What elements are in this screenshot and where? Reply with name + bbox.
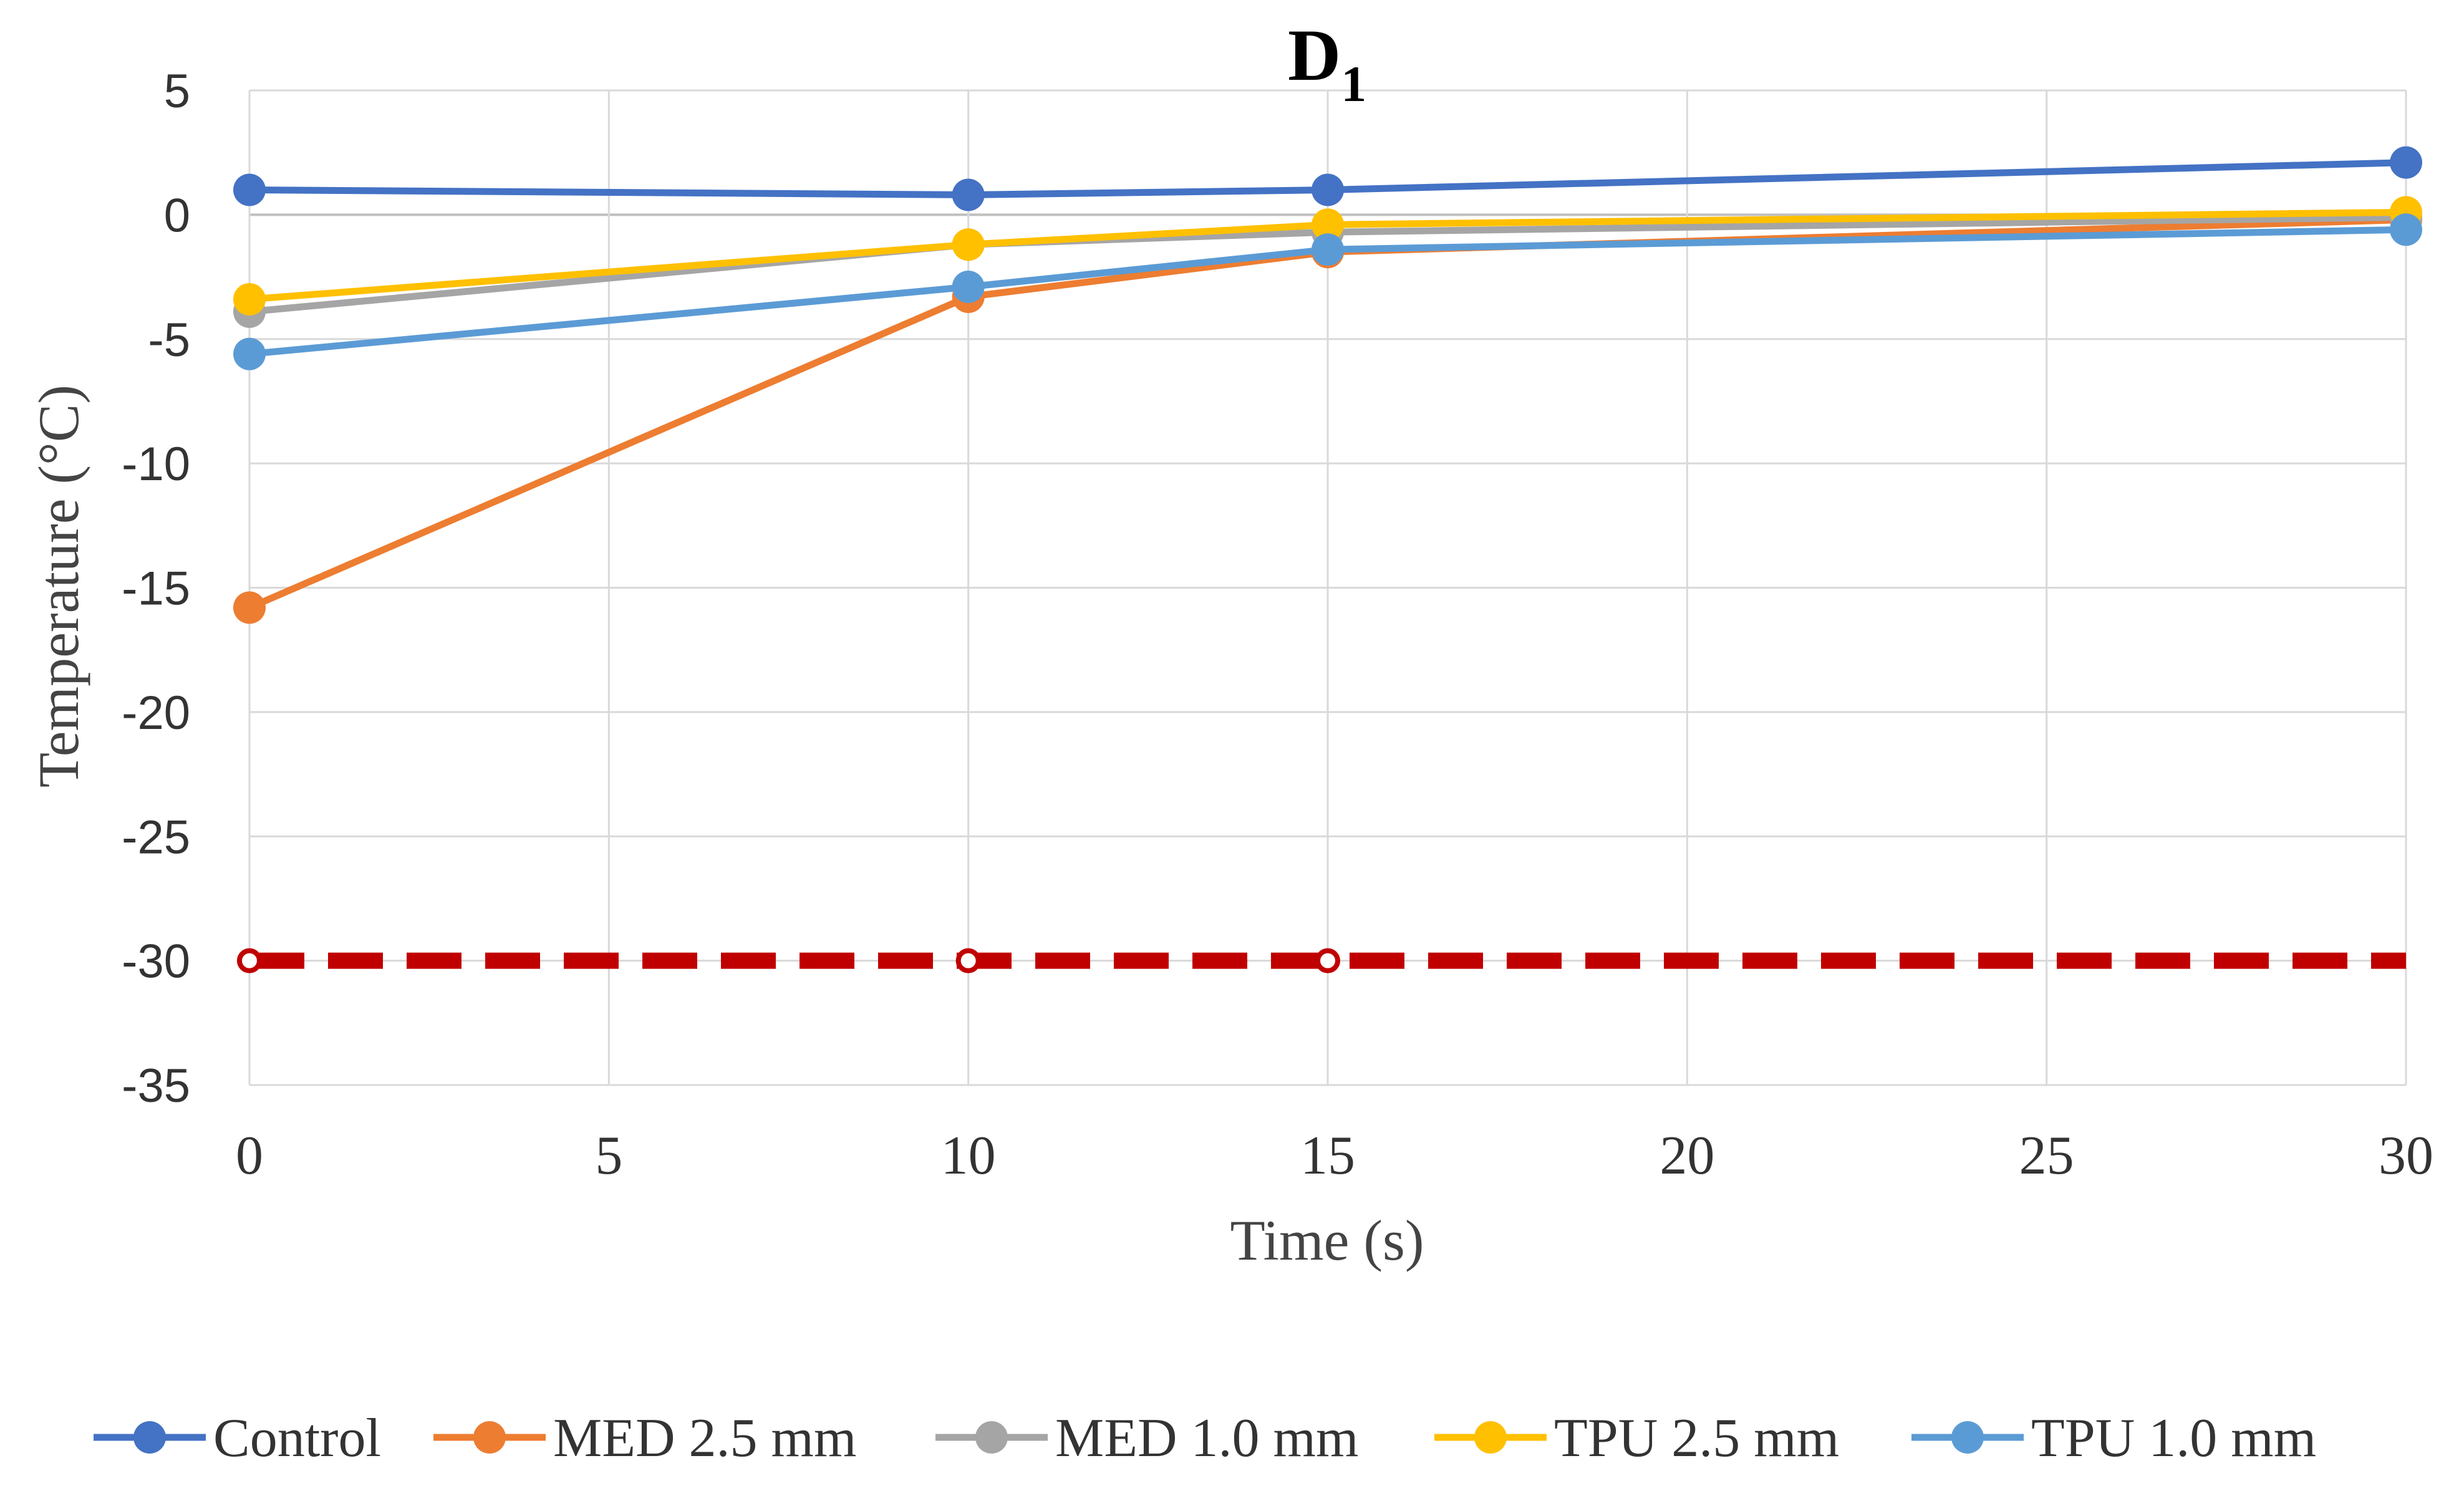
legend-label: Control — [213, 1408, 381, 1469]
reference-marker — [237, 948, 262, 973]
series-line — [249, 208, 2407, 303]
data-point — [952, 271, 985, 304]
series-line — [249, 213, 2407, 316]
x-tick-label: 25 — [2019, 1126, 2074, 1186]
reference-marker — [1315, 948, 1340, 973]
legend-label: TPU 1.0 mm — [2031, 1408, 2316, 1469]
data-point — [1312, 173, 1344, 206]
data-point — [233, 591, 266, 624]
reference-marker — [955, 948, 981, 973]
chart-title-main: D — [1288, 14, 1341, 96]
data-point — [2390, 213, 2422, 246]
legend-marker — [473, 1421, 506, 1454]
y-axis-title: Temperature (°C) — [27, 385, 90, 788]
data-point — [2390, 146, 2422, 179]
legend-item: MED 2.5 mm — [433, 1408, 856, 1469]
legend-label: MED 1.0 mm — [1055, 1408, 1358, 1469]
y-tick-label: -35 — [122, 1059, 190, 1112]
y-tick-label: -10 — [122, 438, 190, 491]
x-tick-label: 15 — [1300, 1126, 1355, 1186]
x-tick-label: 0 — [236, 1126, 263, 1186]
legend-item: TPU 2.5 mm — [1434, 1408, 1839, 1469]
y-tick-label: -30 — [122, 935, 190, 988]
series-group — [233, 146, 2422, 624]
legend-marker — [975, 1421, 1008, 1454]
y-tick-label: -20 — [122, 687, 190, 740]
data-point — [233, 173, 266, 206]
legend-item: TPU 1.0 mm — [1911, 1408, 2316, 1469]
x-tick-labels: 0 5 10 15 20 25 30 — [236, 1126, 2433, 1186]
data-point — [1312, 233, 1344, 266]
series-tpu-1-0-mm — [233, 213, 2422, 370]
x-tick-label: 5 — [595, 1126, 622, 1186]
y-tick-label: -15 — [122, 562, 190, 615]
legend-marker — [1951, 1421, 1984, 1454]
y-tick-label: -25 — [122, 811, 190, 864]
legend: Control MED 2.5 mm MED 1.0 mm TPU 2.5 mm TPU… — [94, 1408, 2316, 1469]
data-point — [952, 178, 985, 211]
chart-title-subscript: 1 — [1341, 55, 1366, 112]
series-line — [249, 226, 2407, 358]
chart-title: D1 — [1288, 14, 1366, 112]
reference-line-group — [237, 948, 2406, 973]
x-tick-label: 30 — [2379, 1126, 2433, 1186]
x-tick-label: 10 — [941, 1126, 996, 1186]
data-point — [952, 228, 985, 261]
x-tick-label: 20 — [1660, 1126, 1714, 1186]
legend-marker — [1474, 1421, 1507, 1454]
series-control — [233, 146, 2422, 211]
y-tick-label: 5 — [164, 65, 190, 118]
y-tick-labels: 5 0 -5 -10 -15 -20 -25 -30 -35 — [122, 65, 190, 1112]
legend-item: MED 1.0 mm — [935, 1408, 1358, 1469]
data-point — [1312, 208, 1344, 241]
data-point — [233, 282, 266, 316]
y-tick-label: 0 — [164, 189, 190, 242]
data-point — [233, 337, 266, 370]
y-tick-label: -5 — [148, 314, 190, 367]
legend-label: TPU 2.5 mm — [1554, 1408, 1839, 1469]
series-line — [249, 159, 2407, 198]
legend-label: MED 2.5 mm — [553, 1408, 856, 1469]
series-line — [248, 216, 2407, 611]
x-axis-title: Time (s) — [1230, 1209, 1424, 1272]
legend-item: Control — [94, 1408, 381, 1469]
legend-marker — [133, 1421, 166, 1454]
